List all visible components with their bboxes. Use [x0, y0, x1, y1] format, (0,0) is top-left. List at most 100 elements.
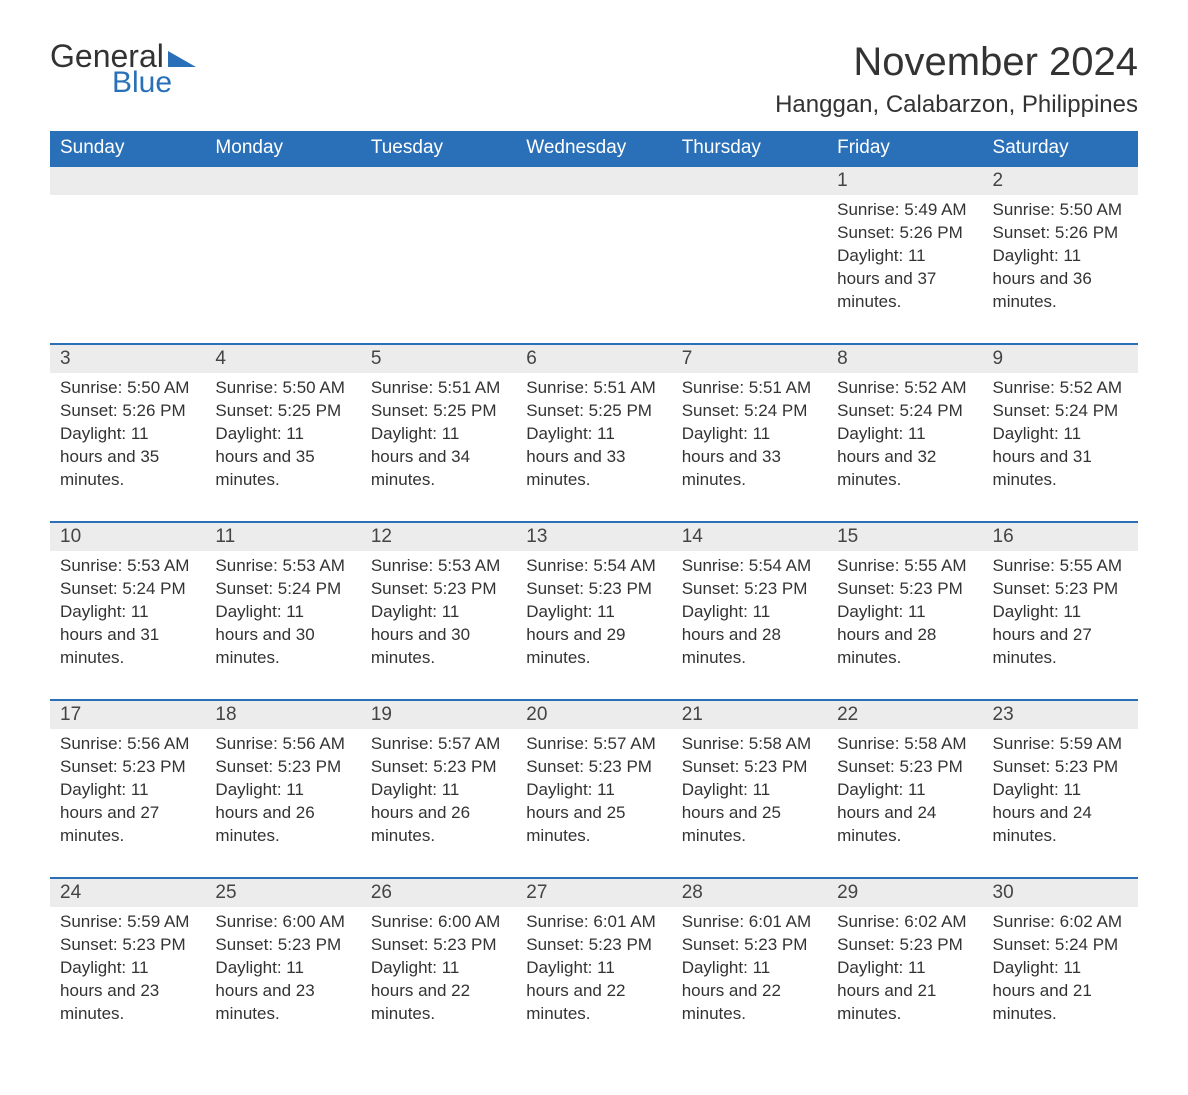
- empty-cell: [205, 195, 360, 344]
- day-cell: Sunrise: 5:50 AMSunset: 5:26 PMDaylight:…: [50, 373, 205, 522]
- empty-cell: [205, 166, 360, 195]
- daylight-label: Daylight:: [682, 958, 753, 977]
- sunrise-label: Sunrise:: [526, 378, 593, 397]
- day-number: 18: [205, 700, 360, 729]
- weekday-header: Thursday: [672, 131, 827, 166]
- sunrise-label: Sunrise:: [682, 912, 749, 931]
- daylight-label: Daylight:: [682, 602, 753, 621]
- day-number: 23: [983, 700, 1138, 729]
- day-cell: Sunrise: 6:01 AMSunset: 5:23 PMDaylight:…: [672, 907, 827, 1055]
- sunrise-label: Sunrise:: [993, 378, 1060, 397]
- day-number: 27: [516, 878, 671, 907]
- sunset-label: Sunset:: [837, 223, 899, 242]
- daylight-label: Daylight:: [526, 602, 597, 621]
- day-number: 9: [983, 344, 1138, 373]
- sunset-value: 5:24 PM: [1055, 401, 1118, 420]
- sunset-value: 5:24 PM: [899, 401, 962, 420]
- sunset-label: Sunset:: [371, 579, 433, 598]
- day-number: 12: [361, 522, 516, 551]
- daylight-label: Daylight:: [60, 780, 131, 799]
- day-number: 29: [827, 878, 982, 907]
- daylight-label: Daylight:: [526, 424, 597, 443]
- daylight-label: Daylight:: [837, 958, 908, 977]
- month-title: November 2024: [775, 40, 1138, 85]
- daylight-label: Daylight:: [371, 958, 442, 977]
- sunset-label: Sunset:: [993, 579, 1055, 598]
- daylight-label: Daylight:: [215, 602, 286, 621]
- sunrise-label: Sunrise:: [215, 912, 282, 931]
- day-number: 20: [516, 700, 671, 729]
- sunset-value: 5:26 PM: [1055, 223, 1118, 242]
- sunset-label: Sunset:: [215, 579, 277, 598]
- sunrise-label: Sunrise:: [993, 200, 1060, 219]
- day-cell: Sunrise: 6:00 AMSunset: 5:23 PMDaylight:…: [361, 907, 516, 1055]
- sunset-label: Sunset:: [60, 401, 122, 420]
- sunset-label: Sunset:: [682, 401, 744, 420]
- sunrise-label: Sunrise:: [993, 734, 1060, 753]
- day-number-row: 3456789: [50, 344, 1138, 373]
- sunset-label: Sunset:: [60, 935, 122, 954]
- sunrise-value: 5:49 AM: [904, 200, 966, 219]
- sunrise-label: Sunrise:: [371, 912, 438, 931]
- sunset-label: Sunset:: [837, 401, 899, 420]
- daylight-label: Daylight:: [215, 780, 286, 799]
- day-cell: Sunrise: 6:00 AMSunset: 5:23 PMDaylight:…: [205, 907, 360, 1055]
- sunset-value: 5:23 PM: [899, 935, 962, 954]
- day-cell: Sunrise: 5:49 AMSunset: 5:26 PMDaylight:…: [827, 195, 982, 344]
- sunset-value: 5:23 PM: [899, 579, 962, 598]
- daylight-label: Daylight:: [526, 780, 597, 799]
- sunrise-value: 5:56 AM: [283, 734, 345, 753]
- weekday-header: Sunday: [50, 131, 205, 166]
- sunrise-value: 6:02 AM: [1060, 912, 1122, 931]
- sunrise-value: 5:50 AM: [127, 378, 189, 397]
- sunset-value: 5:23 PM: [589, 579, 652, 598]
- sunset-value: 5:23 PM: [744, 757, 807, 776]
- sunset-value: 5:23 PM: [433, 579, 496, 598]
- sunrise-value: 5:55 AM: [1060, 556, 1122, 575]
- day-cell: Sunrise: 5:54 AMSunset: 5:23 PMDaylight:…: [672, 551, 827, 700]
- day-cell: Sunrise: 5:57 AMSunset: 5:23 PMDaylight:…: [516, 729, 671, 878]
- sunrise-label: Sunrise:: [60, 734, 127, 753]
- sunset-value: 5:23 PM: [122, 757, 185, 776]
- day-number: 14: [672, 522, 827, 551]
- daylight-label: Daylight:: [215, 424, 286, 443]
- sunset-label: Sunset:: [526, 579, 588, 598]
- sunrise-label: Sunrise:: [837, 912, 904, 931]
- day-number: 6: [516, 344, 671, 373]
- sunset-label: Sunset:: [993, 757, 1055, 776]
- daylight-label: Daylight:: [993, 246, 1064, 265]
- sunrise-label: Sunrise:: [837, 378, 904, 397]
- day-cell: Sunrise: 5:53 AMSunset: 5:23 PMDaylight:…: [361, 551, 516, 700]
- day-cell: Sunrise: 5:52 AMSunset: 5:24 PMDaylight:…: [827, 373, 982, 522]
- sunrise-value: 5:53 AM: [127, 556, 189, 575]
- daylight-label: Daylight:: [682, 780, 753, 799]
- day-content-row: Sunrise: 5:53 AMSunset: 5:24 PMDaylight:…: [50, 551, 1138, 700]
- sunset-label: Sunset:: [371, 401, 433, 420]
- daylight-label: Daylight:: [215, 958, 286, 977]
- sunrise-label: Sunrise:: [371, 734, 438, 753]
- day-number: 11: [205, 522, 360, 551]
- sunrise-value: 5:56 AM: [127, 734, 189, 753]
- weekday-header: Saturday: [983, 131, 1138, 166]
- empty-cell: [516, 166, 671, 195]
- sunset-value: 5:23 PM: [1055, 579, 1118, 598]
- empty-cell: [50, 166, 205, 195]
- sunrise-label: Sunrise:: [682, 734, 749, 753]
- day-number: 5: [361, 344, 516, 373]
- location: Hanggan, Calabarzon, Philippines: [775, 91, 1138, 119]
- sunrise-value: 5:52 AM: [904, 378, 966, 397]
- daylight-label: Daylight:: [371, 602, 442, 621]
- day-number: 3: [50, 344, 205, 373]
- sunrise-label: Sunrise:: [371, 378, 438, 397]
- daylight-label: Daylight:: [60, 602, 131, 621]
- day-number: 7: [672, 344, 827, 373]
- empty-cell: [516, 195, 671, 344]
- sunset-label: Sunset:: [993, 935, 1055, 954]
- sunset-label: Sunset:: [215, 757, 277, 776]
- logo: General Blue: [50, 40, 196, 98]
- sunrise-value: 5:59 AM: [127, 912, 189, 931]
- daylight-label: Daylight:: [60, 958, 131, 977]
- calendar-table: SundayMondayTuesdayWednesdayThursdayFrid…: [50, 131, 1138, 1055]
- day-content-row: Sunrise: 5:56 AM Sunset: 5:23 PM Daylight:…: [50, 729, 1138, 878]
- sunset-value: 5:23 PM: [1055, 757, 1118, 776]
